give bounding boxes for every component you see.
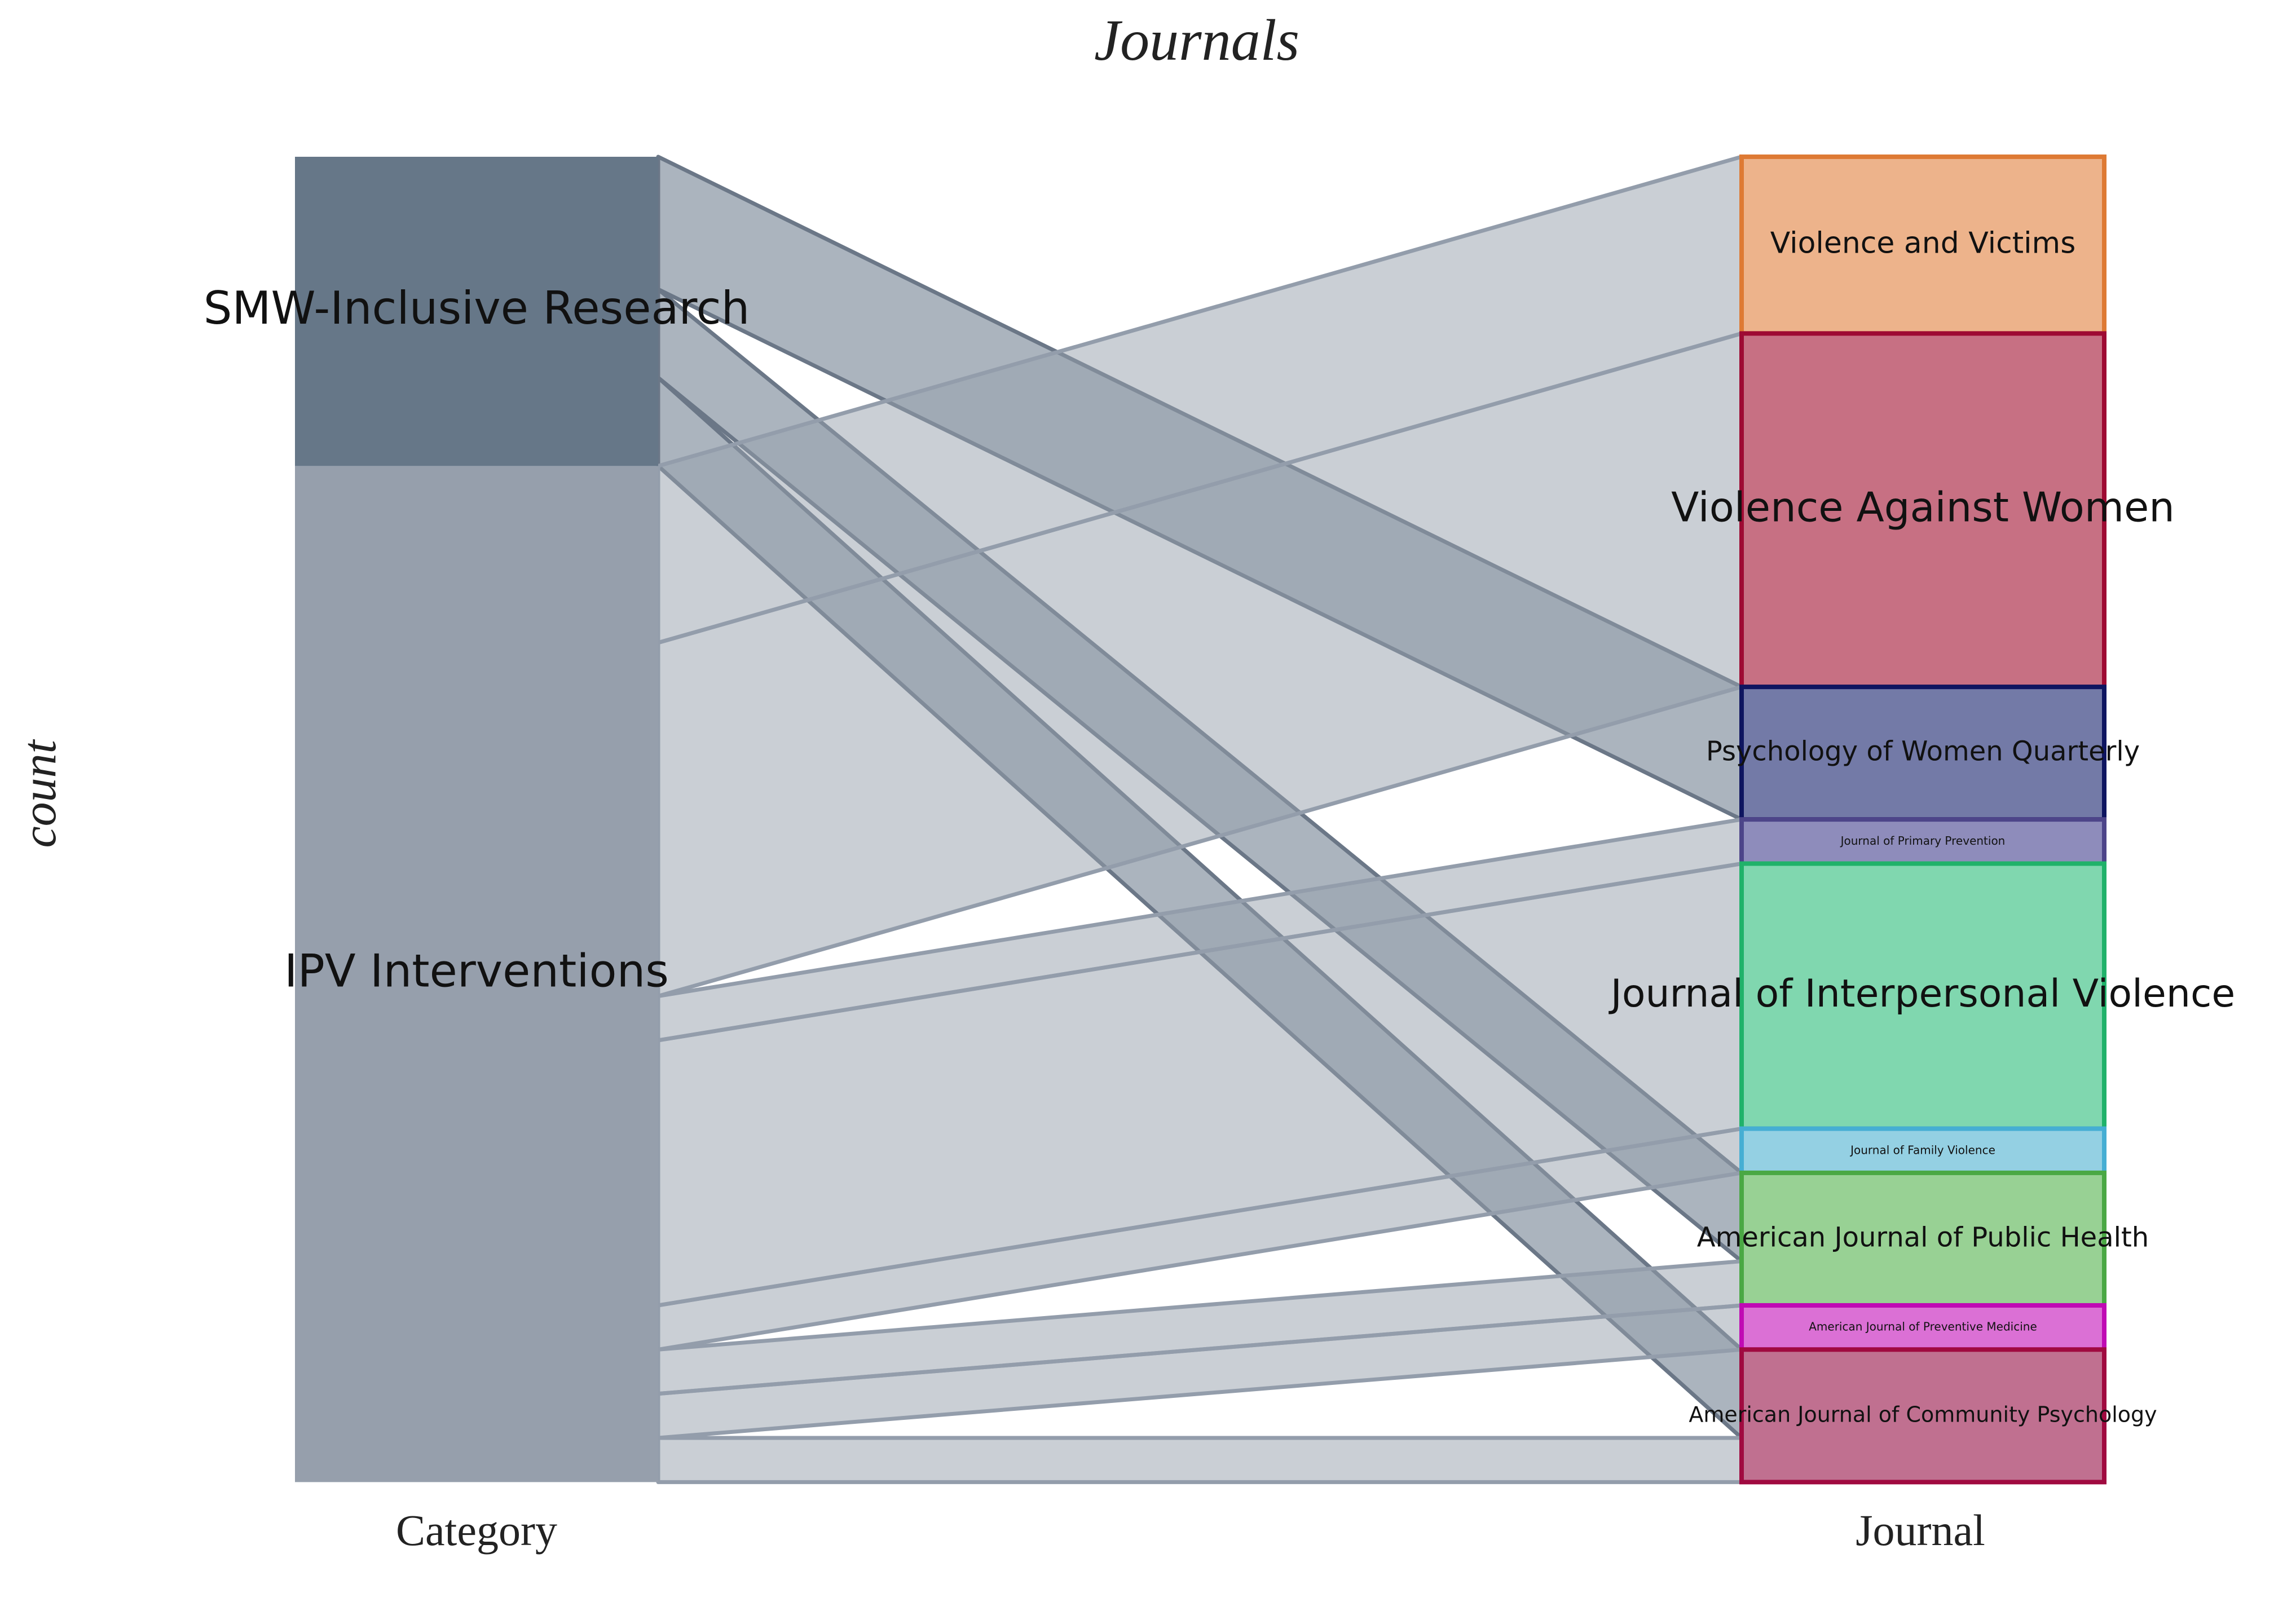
nodes-layer: SMW-Inclusive Research IPV Interventions V… [204, 155, 2235, 1485]
category-node-smw-inclusive-research [295, 157, 658, 466]
journal-node-journal-of-interpersonal-violence [1739, 861, 2106, 1131]
journal-node-violence-and-victims [1739, 155, 2106, 336]
journal-label-violence-against-women: Violence Against Women [1671, 483, 2175, 531]
flow-ipv-interventions-to-american-journal-of-community-psychology [656, 1436, 1744, 1484]
category-label-ipv-interventions: IPV Interventions [284, 945, 669, 997]
x-axis-label-journal: Journal [1856, 1506, 1985, 1555]
y-axis-label: count [12, 739, 66, 848]
journal-node-psychology-of-women-quarterly [1739, 685, 2106, 822]
journal-label-american-journal-of-preventive-medicine: American Journal of Preventive Medicine [1809, 1320, 2037, 1334]
journal-node-violence-against-women [1739, 331, 2106, 690]
journal-label-journal-of-interpersonal-violence: Journal of Interpersonal Violence [1608, 972, 2235, 1016]
journal-label-journal-of-primary-prevention: Journal of Primary Prevention [1840, 834, 2006, 848]
flows-layer [656, 155, 1744, 1484]
journal-node-journal-of-family-violence [1739, 1126, 2106, 1175]
journal-label-american-journal-of-public-health: American Journal of Public Health [1697, 1221, 2149, 1253]
category-node-ipv-interventions [295, 466, 658, 1482]
x-axis-label-category: Category [396, 1506, 557, 1555]
journal-node-american-journal-of-community-psychology [1739, 1347, 2106, 1485]
journal-label-psychology-of-women-quarterly: Psychology of Women Quarterly [1706, 736, 2140, 767]
journal-label-journal-of-family-violence: Journal of Family Violence [1849, 1143, 1995, 1157]
journal-label-violence-and-victims: Violence and Victims [1770, 227, 2076, 261]
journal-label-american-journal-of-community-psychology: American Journal of Community Psychology [1689, 1402, 2157, 1427]
category-label-smw-inclusive-research: SMW-Inclusive Research [204, 282, 750, 334]
chart-title: Journals [1094, 8, 1299, 73]
journal-node-american-journal-of-public-health [1739, 1170, 2106, 1308]
